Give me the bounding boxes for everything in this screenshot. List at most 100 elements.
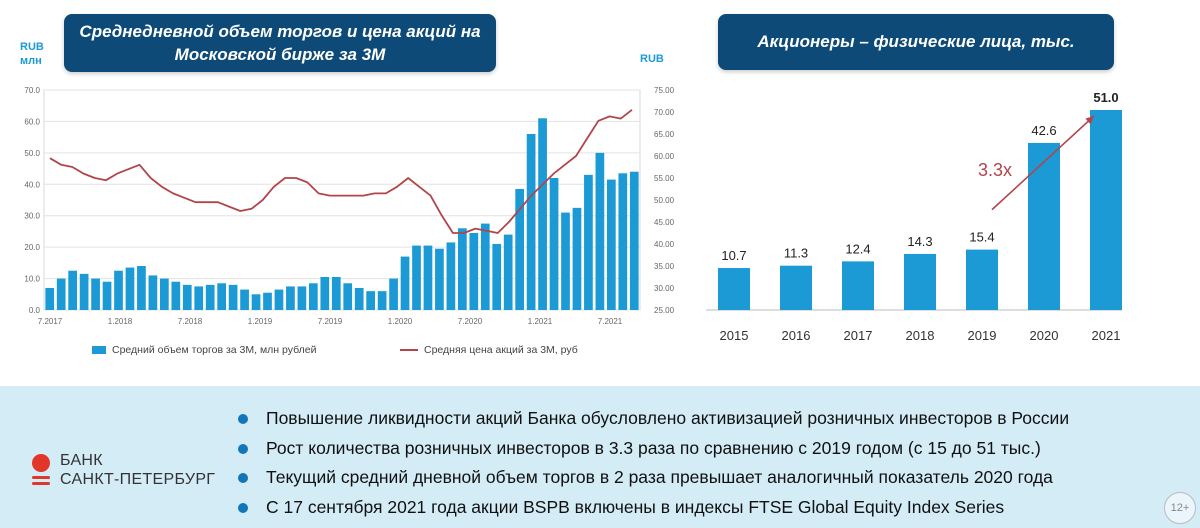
price-line	[49, 109, 633, 234]
x-tick-label: 7.2019	[318, 317, 343, 326]
charts-canvas: 0.0 10.0 20.0 30.0 40.0 50.0 60.0 70.0 25.00 30.0…	[24, 86, 1122, 343]
volume-bar	[194, 286, 204, 310]
shareholders-bar	[718, 268, 750, 310]
bullet-item: С 17 сентября 2021 года акции BSPB включ…	[232, 493, 1200, 523]
x-category-label: 2015	[720, 328, 749, 343]
volume-bar	[354, 288, 364, 310]
y-left-tick-label: 10.0	[24, 275, 40, 284]
growth-arrow-head	[1085, 116, 1094, 125]
y-right-tick-label: 25.00	[654, 306, 675, 315]
volume-bar	[377, 291, 387, 310]
x-category-label: 2018	[906, 328, 935, 343]
x-tick-label: 1.2020	[388, 317, 413, 326]
data-value-label: 42.6	[1031, 123, 1056, 138]
volume-bar	[240, 289, 249, 310]
volume-bar	[618, 173, 628, 310]
volume-bar	[251, 294, 261, 310]
y-right-tick-label: 35.00	[654, 262, 675, 271]
legend-line: Средняя цена акций за 3М, руб	[400, 342, 578, 358]
shareholders-bar	[904, 253, 936, 310]
volume-bar	[389, 278, 398, 310]
legend-line-label: Средняя цена акций за 3М, руб	[424, 344, 578, 356]
x-category-label: 2016	[782, 328, 811, 343]
data-value-label: 15.4	[969, 230, 994, 245]
y-right-tick-label: 50.00	[654, 196, 675, 205]
x-tick-label: 1.2021	[528, 317, 553, 326]
x-tick-label: 7.2021	[598, 317, 623, 326]
growth-arrow	[991, 115, 1095, 211]
bottom-panel	[0, 386, 1200, 528]
y-right-tick-label: 65.00	[654, 130, 675, 139]
bullet-item: Текущий средний дневной объем торгов в 2…	[232, 463, 1200, 493]
legend-bars-label: Средний объем торгов за 3М, млн рублей	[112, 344, 317, 356]
y-right-tick-label: 45.00	[654, 218, 675, 227]
volume-bar	[263, 292, 272, 310]
right-chart-title: Акционеры – физические лица, тыс.	[718, 14, 1114, 70]
volume-bar	[469, 233, 479, 310]
bullet-list: Повышение ликвидности акций Банка обусло…	[232, 404, 1200, 522]
y-left-tick-label: 20.0	[24, 243, 40, 252]
right-axis-unit: RUB	[640, 53, 664, 65]
volume-bar	[343, 283, 353, 310]
volume-bar	[56, 278, 66, 310]
volume-bar	[435, 248, 444, 310]
data-value-label: 12.4	[845, 241, 870, 256]
volume-bar	[480, 223, 490, 310]
y-right-tick-label: 40.00	[654, 240, 675, 249]
legend-bar-swatch	[92, 346, 106, 354]
volume-bar	[125, 267, 135, 310]
volume-bar	[102, 281, 112, 310]
x-category-label: 2020	[1030, 328, 1059, 343]
data-value-label: 11.3	[784, 246, 808, 261]
shareholders-bar	[1090, 110, 1122, 310]
volume-bar	[629, 171, 639, 310]
bank-logo: БАНК САНКТ-ПЕТЕРБУРГ	[30, 450, 230, 500]
data-value-label: 51.0	[1093, 90, 1118, 105]
shareholders-bar	[1028, 142, 1060, 310]
legend-bars: Средний объем торгов за 3М, млн рублей	[92, 342, 316, 358]
volume-bar	[561, 212, 570, 310]
volume-bar	[446, 242, 456, 310]
volume-bar	[91, 278, 100, 310]
y-right-tick-label: 55.00	[654, 174, 675, 183]
volume-bar	[423, 245, 433, 310]
left-axis-unit: RUB млн	[20, 41, 44, 67]
logo-wave-icon	[32, 476, 50, 479]
volume-bar	[412, 245, 421, 310]
logo-line1: БАНК	[60, 452, 103, 469]
volume-bar	[148, 275, 158, 310]
volume-bar	[595, 152, 605, 310]
volume-bar	[457, 228, 467, 310]
y-left-tick-label: 30.0	[24, 212, 40, 221]
y-left-tick-label: 50.0	[24, 149, 40, 158]
y-right-tick-label: 75.00	[654, 86, 675, 95]
legend-line-swatch	[400, 349, 418, 351]
y-left-tick-label: 40.0	[24, 180, 40, 189]
volume-bar	[228, 284, 238, 310]
volume-bar	[79, 273, 89, 310]
shareholders-bar	[842, 261, 874, 310]
x-tick-label: 7.2017	[38, 317, 63, 326]
volume-bar	[137, 266, 146, 310]
volume-bar	[492, 244, 502, 310]
volume-bar	[400, 256, 410, 310]
volume-bar	[274, 289, 284, 310]
x-tick-label: 1.2018	[108, 317, 133, 326]
volume-bar	[217, 283, 227, 310]
y-left-tick-label: 70.0	[24, 86, 40, 95]
volume-bar	[584, 174, 593, 310]
volume-bar	[538, 118, 547, 311]
volume-bar	[68, 270, 78, 310]
volume-bar	[606, 179, 616, 310]
logo-circle-icon	[32, 454, 50, 472]
volume-bar	[515, 189, 525, 310]
y-right-tick-label: 60.00	[654, 152, 675, 161]
volume-bar	[549, 178, 559, 310]
logo-wave-icon	[32, 482, 50, 485]
age-rating-badge: 12+	[1164, 492, 1196, 524]
x-category-label: 2021	[1092, 328, 1121, 343]
volume-bar	[331, 277, 341, 310]
volume-bar	[572, 207, 582, 310]
growth-multiplier-label: 3.3x	[978, 160, 1013, 180]
shareholders-bar	[780, 265, 812, 310]
